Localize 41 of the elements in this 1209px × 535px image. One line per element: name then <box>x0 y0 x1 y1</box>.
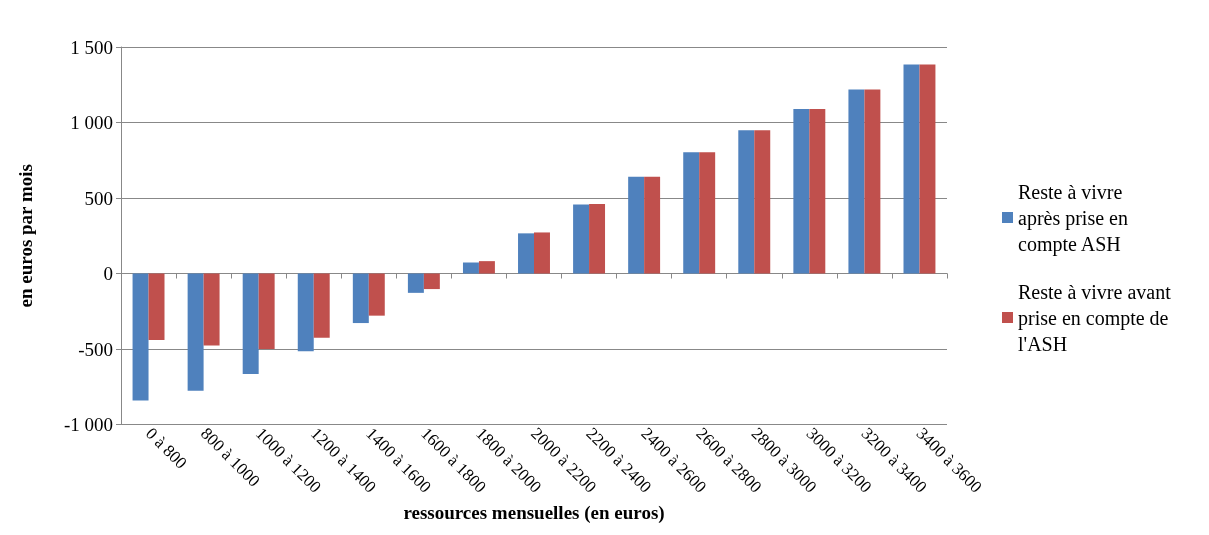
bar <box>407 273 424 293</box>
bar <box>699 152 716 274</box>
y-tick-label: 1 000 <box>70 112 113 134</box>
legend-label: Reste à vivre après prise en compte ASH <box>1018 180 1133 256</box>
bar <box>534 232 550 274</box>
bar <box>187 273 204 391</box>
bar <box>478 261 495 274</box>
bar <box>793 108 810 274</box>
bar <box>864 89 881 274</box>
y-tick-label: 0 <box>103 263 113 285</box>
bar <box>573 204 590 274</box>
bar <box>518 233 534 274</box>
bar <box>754 130 771 274</box>
bar <box>628 176 645 274</box>
bar <box>203 273 220 346</box>
y-tick-label: 500 <box>84 187 113 209</box>
bar <box>352 273 369 324</box>
bar <box>148 273 165 340</box>
bar <box>589 203 606 274</box>
y-tick-label: -1 000 <box>63 414 113 436</box>
legend-label: Reste à vivre avant prise en compte de l'ASH <box>1018 280 1176 355</box>
bar <box>462 262 479 274</box>
bar <box>738 130 755 274</box>
bar <box>258 273 275 350</box>
bar <box>423 273 440 290</box>
bar <box>132 273 149 401</box>
bar <box>809 108 826 274</box>
bar <box>368 273 385 316</box>
bar <box>313 273 330 338</box>
x-tick-label: 0 à 800 <box>141 423 191 473</box>
y-tick-label: -500 <box>78 338 113 360</box>
bar <box>242 273 259 374</box>
y-tick-label: 1 500 <box>70 36 113 58</box>
bar <box>903 64 920 274</box>
bar <box>644 176 661 274</box>
bar <box>848 89 865 274</box>
bar <box>297 273 314 352</box>
bar <box>919 64 936 274</box>
bar <box>683 152 700 274</box>
y-axis-title: en euros par mois <box>15 164 36 308</box>
x-axis-title: ressources mensuelles (en euros) <box>403 502 665 524</box>
